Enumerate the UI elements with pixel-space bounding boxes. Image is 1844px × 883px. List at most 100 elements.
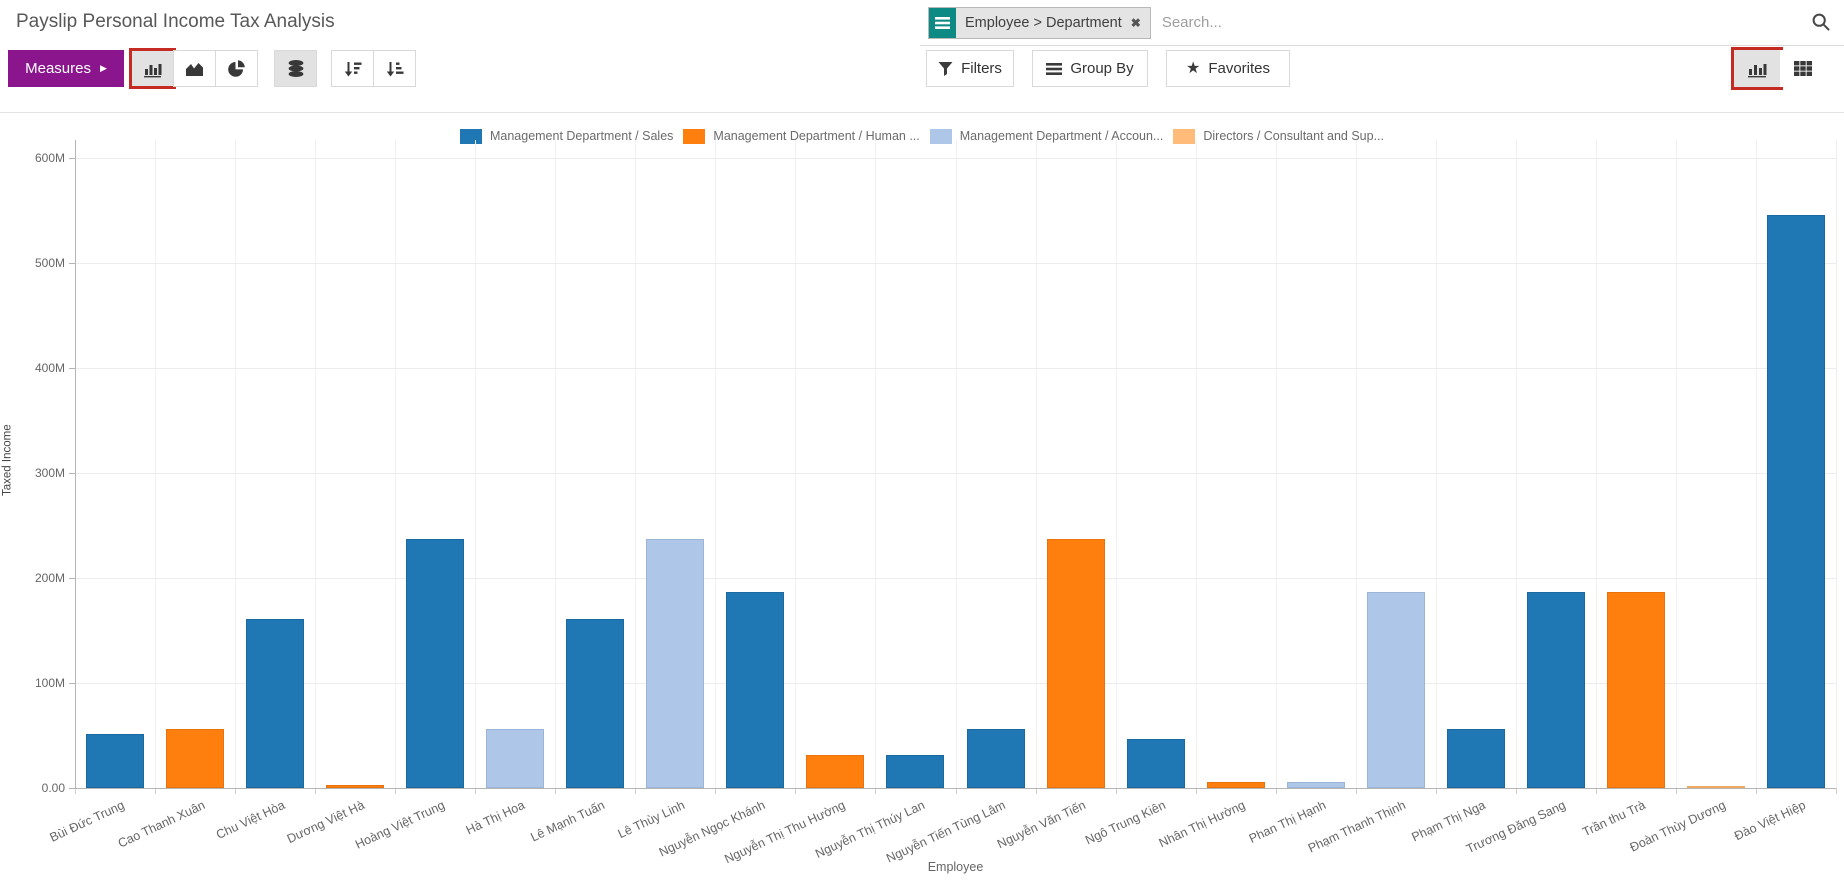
star-icon: ★ bbox=[1185, 59, 1201, 77]
chart-bar[interactable] bbox=[1526, 591, 1585, 788]
chart-bar[interactable] bbox=[1286, 781, 1345, 788]
y-tick-label: 500M bbox=[34, 256, 65, 270]
chart-bar[interactable] bbox=[806, 755, 865, 788]
chart-bar[interactable] bbox=[886, 755, 945, 788]
y-axis-title: Taxed Income bbox=[1, 424, 14, 496]
search-input[interactable]: Search... bbox=[1161, 14, 1222, 31]
chart-bar[interactable] bbox=[86, 734, 145, 788]
group-by-bars-icon bbox=[1046, 62, 1063, 75]
groupby-facet-icon bbox=[929, 7, 956, 38]
caret-right-icon: ▶ bbox=[99, 63, 107, 73]
x-gridline bbox=[1515, 140, 1517, 788]
x-gridline bbox=[1275, 140, 1277, 788]
x-tick-mark bbox=[1836, 788, 1837, 794]
chart-bar[interactable] bbox=[566, 618, 625, 788]
x-tick-label: Hoàng Việt Trung bbox=[353, 798, 448, 852]
legend-swatch bbox=[459, 128, 482, 144]
chart-bar[interactable] bbox=[646, 539, 705, 788]
x-tick-mark bbox=[555, 788, 557, 794]
chart-legend: Management Department / Sales Management … bbox=[0, 124, 1844, 148]
x-tick-mark bbox=[955, 788, 957, 794]
legend-item[interactable]: Management Department / Human ... bbox=[683, 128, 920, 144]
search-icon[interactable] bbox=[1811, 12, 1831, 32]
x-axis-line bbox=[69, 788, 1836, 789]
x-tick-label: Nguyễn Văn Tiến bbox=[994, 798, 1088, 852]
facet-remove-icon[interactable]: ✖ bbox=[1130, 15, 1141, 30]
chart-type-switcher bbox=[129, 48, 258, 89]
chart-bar[interactable] bbox=[326, 785, 385, 788]
legend-item[interactable]: Management Department / Accoun... bbox=[929, 128, 1164, 144]
search-bar[interactable]: Employee > Department ✖ Search... bbox=[920, 0, 1844, 46]
x-tick-mark bbox=[1355, 788, 1357, 794]
y-tick-label: 0.00 bbox=[41, 781, 65, 795]
filters-button[interactable]: Filters bbox=[926, 50, 1014, 87]
search-facet-groupby: Employee > Department ✖ bbox=[928, 6, 1151, 39]
stacked-toggle-button[interactable] bbox=[274, 50, 317, 87]
x-tick-mark bbox=[1755, 788, 1757, 794]
x-tick-mark bbox=[235, 788, 237, 794]
x-tick-mark bbox=[475, 788, 477, 794]
x-tick-label: Lê Mạnh Tuấn bbox=[528, 798, 608, 845]
line-chart-type-button[interactable] bbox=[173, 50, 216, 87]
x-gridline bbox=[555, 140, 557, 788]
chart-bar[interactable] bbox=[1126, 738, 1185, 788]
filters-label: Filters bbox=[961, 60, 1002, 77]
x-gridline bbox=[875, 140, 877, 788]
chart-bar[interactable] bbox=[1366, 591, 1425, 788]
x-tick-label: Nhân Thị Hường bbox=[1156, 798, 1248, 851]
measures-label: Measures bbox=[25, 60, 91, 77]
x-tick-label: Ngô Trung Kiên bbox=[1082, 798, 1168, 848]
sort-descending-button[interactable] bbox=[331, 50, 374, 87]
legend-label: Management Department / Accoun... bbox=[959, 129, 1164, 143]
y-tick-mark bbox=[69, 368, 75, 369]
chart-bar[interactable] bbox=[486, 729, 545, 788]
chart-bar[interactable] bbox=[726, 591, 785, 788]
chart-bar[interactable] bbox=[246, 618, 305, 788]
chart-bar[interactable] bbox=[1606, 591, 1665, 788]
x-tick-mark bbox=[315, 788, 317, 794]
pie-chart-icon bbox=[228, 60, 245, 77]
legend-item[interactable]: Directors / Consultant and Sup... bbox=[1173, 128, 1384, 144]
chart-bar[interactable] bbox=[1446, 729, 1505, 788]
stacked-toggle-group bbox=[274, 50, 317, 87]
x-gridline bbox=[1035, 140, 1037, 788]
y-tick-mark bbox=[69, 473, 75, 474]
x-tick-mark bbox=[1515, 788, 1517, 794]
graph-view-button[interactable] bbox=[1731, 47, 1783, 90]
x-tick-label: Lê Thùy Linh bbox=[616, 798, 688, 842]
chart-bar[interactable] bbox=[1766, 214, 1825, 788]
chart-bar[interactable] bbox=[406, 539, 465, 788]
x-gridline bbox=[1755, 140, 1757, 788]
x-tick-label: Trần thu Trà bbox=[1580, 798, 1648, 840]
y-tick-label: 200M bbox=[34, 571, 65, 585]
y-tick-label: 300M bbox=[34, 466, 65, 480]
pie-chart-type-button[interactable] bbox=[215, 50, 258, 87]
x-tick-label: Đào Việt Hiệp bbox=[1732, 798, 1808, 844]
control-panel: Measures ▶ bbox=[0, 47, 1844, 90]
x-tick-mark bbox=[635, 788, 637, 794]
x-tick-mark bbox=[1035, 788, 1037, 794]
area-chart-icon bbox=[186, 63, 203, 76]
x-tick-mark bbox=[795, 788, 797, 794]
chart-bar[interactable] bbox=[166, 729, 225, 788]
favorites-button[interactable]: ★ Favorites bbox=[1166, 50, 1290, 87]
x-gridline bbox=[635, 140, 637, 788]
bar-chart-type-button[interactable] bbox=[129, 48, 176, 89]
sort-ascending-icon bbox=[386, 61, 404, 76]
pivot-table-icon bbox=[1794, 61, 1812, 76]
chart-bar[interactable] bbox=[1206, 781, 1265, 788]
x-tick-mark bbox=[1435, 788, 1437, 794]
legend-item[interactable]: Management Department / Sales bbox=[459, 128, 673, 144]
chart-bar[interactable] bbox=[1046, 539, 1105, 788]
x-gridline bbox=[315, 140, 317, 788]
pivot-view-button[interactable] bbox=[1780, 50, 1826, 87]
x-tick-mark bbox=[875, 788, 877, 794]
y-tick-label: 100M bbox=[34, 676, 65, 690]
group-by-button[interactable]: Group By bbox=[1032, 50, 1148, 87]
sort-ascending-button[interactable] bbox=[373, 50, 416, 87]
measures-button[interactable]: Measures ▶ bbox=[8, 50, 124, 87]
chart-bar[interactable] bbox=[1686, 785, 1745, 788]
stacked-database-icon bbox=[288, 60, 303, 77]
chart-bar[interactable] bbox=[966, 729, 1025, 788]
x-gridline bbox=[1115, 140, 1117, 788]
